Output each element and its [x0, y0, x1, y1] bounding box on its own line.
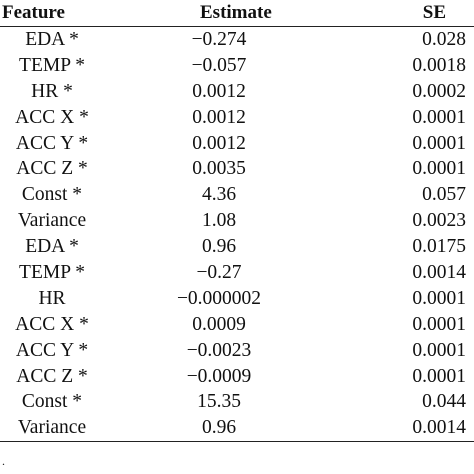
cell-se: 0.0001 — [412, 365, 466, 387]
header-feature: Feature — [0, 0, 104, 27]
cell-feature: ACC Y * — [15, 339, 89, 361]
cell-feature: Const * — [21, 184, 83, 206]
table-header: Feature Estimate SE — [0, 0, 474, 27]
table-row: ACC Z * 0.0035 0.0001 — [0, 156, 474, 182]
results-table-container: Feature Estimate SE EDA * −0.274 0.028 TEMP… — [0, 0, 474, 443]
cell-se: 0.0018 — [412, 54, 466, 76]
cell-se: 0.057 — [422, 184, 466, 206]
cell-se: 0.0023 — [412, 210, 466, 232]
cell-estimate: 1.08 — [201, 210, 237, 232]
cell-feature: HR * — [31, 80, 73, 102]
cell-estimate: 4.36 — [201, 184, 237, 206]
header-row: Feature Estimate SE — [0, 0, 474, 27]
cell-estimate: −0.27 — [196, 261, 242, 283]
cell-feature: HR — [38, 287, 66, 309]
cell-feature: ACC Z * — [16, 158, 88, 180]
cell-feature: TEMP * — [19, 54, 85, 76]
table-row: ACC Z * −0.0009 0.0001 — [0, 364, 474, 390]
header-estimate: Estimate — [104, 0, 334, 27]
cell-se: 0.0014 — [412, 261, 466, 283]
table-row: ACC X * 0.0009 0.0001 — [0, 312, 474, 338]
cell-estimate: 0.0012 — [192, 106, 246, 128]
cell-estimate: 0.0012 — [192, 132, 246, 154]
cell-se: 0.0001 — [412, 287, 466, 309]
table-row: ACC Y * −0.0023 0.0001 — [0, 338, 474, 364]
cell-estimate: 0.96 — [201, 236, 237, 258]
table-body: EDA * −0.274 0.028 TEMP * −0.057 0.0018 HR * 0.… — [0, 27, 474, 443]
table-row: HR * 0.0012 0.0002 — [0, 79, 474, 105]
cell-feature: ACC Y * — [15, 132, 89, 154]
table-row: EDA * 0.96 0.0175 — [0, 234, 474, 260]
cell-estimate: 0.96 — [104, 415, 334, 443]
cell-se: 0.044 — [422, 391, 466, 413]
cell-feature: ACC Z * — [16, 365, 88, 387]
cell-se: 0.0014 — [334, 415, 474, 443]
header-se: SE — [334, 0, 474, 27]
table-row: TEMP * −0.27 0.0014 — [0, 260, 474, 286]
table-row: Variance 1.08 0.0023 — [0, 208, 474, 234]
table-row: Variance 0.96 0.0014 — [0, 415, 474, 443]
cell-estimate: 0.0035 — [192, 158, 246, 180]
cell-estimate: 0.0009 — [192, 313, 246, 335]
cell-estimate: −0.000002 — [176, 287, 262, 309]
cell-estimate: 15.35 — [197, 391, 241, 413]
table-row: EDA * −0.274 0.028 — [0, 27, 474, 53]
cell-feature: Variance — [17, 210, 87, 232]
cell-se: 0.0001 — [412, 339, 466, 361]
cell-feature: TEMP * — [19, 261, 85, 283]
cell-se: 0.0001 — [412, 106, 466, 128]
table-row: TEMP * −0.057 0.0018 — [0, 53, 474, 79]
table-row: HR −0.000002 0.0001 — [0, 286, 474, 312]
cell-feature: ACC X * — [15, 106, 89, 128]
cell-se: 0.028 — [422, 28, 466, 50]
cell-feature: Variance — [0, 415, 104, 443]
results-table: Feature Estimate SE EDA * −0.274 0.028 TEMP… — [0, 0, 474, 443]
table-footnote: . — [2, 454, 5, 468]
cell-estimate: −0.0023 — [186, 339, 252, 361]
table-row: Const * 4.36 0.057 — [0, 182, 474, 208]
table-row: ACC Y * 0.0012 0.0001 — [0, 131, 474, 157]
cell-se: 0.0001 — [412, 132, 466, 154]
cell-estimate: −0.0009 — [186, 365, 252, 387]
cell-feature: EDA * — [25, 28, 79, 50]
table-row: ACC X * 0.0012 0.0001 — [0, 105, 474, 131]
cell-se: 0.0001 — [412, 313, 466, 335]
cell-feature: EDA * — [25, 236, 79, 258]
cell-se: 0.0002 — [412, 80, 466, 102]
cell-estimate: 0.0012 — [192, 80, 246, 102]
cell-estimate: −0.057 — [191, 54, 247, 76]
cell-estimate: −0.274 — [191, 28, 247, 50]
cell-feature: Const * — [21, 391, 83, 413]
cell-feature: ACC X * — [15, 313, 89, 335]
cell-se: 0.0001 — [412, 158, 466, 180]
cell-se: 0.0175 — [412, 236, 466, 258]
table-row: Const * 15.35 0.044 — [0, 389, 474, 415]
